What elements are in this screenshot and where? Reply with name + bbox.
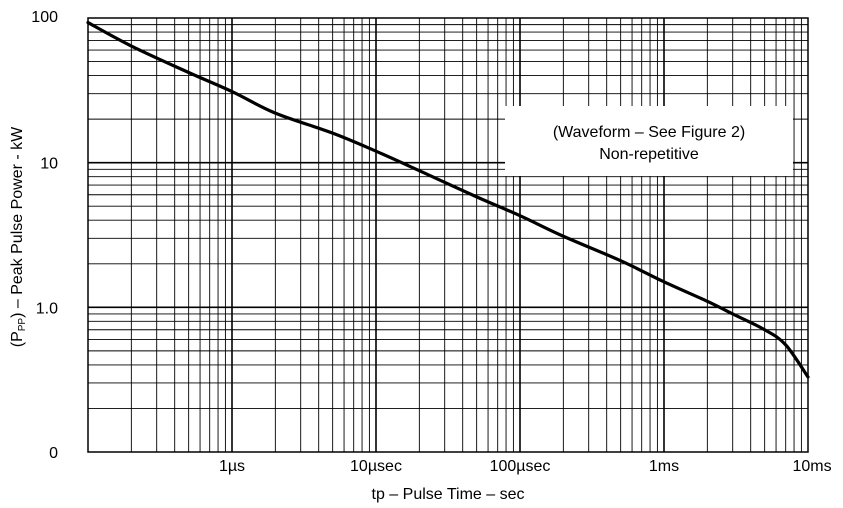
- annotation-box: (Waveform – See Figure 2) Non-repetitive: [505, 106, 793, 176]
- annotation-line-1: (Waveform – See Figure 2): [553, 124, 745, 141]
- y-tick-label: 1.0: [36, 300, 58, 317]
- x-tick-label: 100µsec: [490, 458, 551, 475]
- series-line: [86, 20, 810, 379]
- x-axis-label: tp – Pulse Time – sec: [372, 486, 525, 503]
- x-tick-label: 10µsec: [350, 458, 402, 475]
- y-tick-label: 10: [40, 156, 58, 173]
- y-tick-label: 0: [49, 445, 58, 462]
- x-tick-label: 1ms: [649, 458, 679, 475]
- x-tick-labels: 1µs 10µsec 100µsec 1ms 10ms: [219, 458, 832, 475]
- y-axis-label-prefix: (P: [9, 331, 26, 347]
- y-tick-label: 100: [31, 9, 58, 26]
- y-tick-labels: 0 1.0 10 100: [31, 9, 58, 462]
- annotation-line-2: Non-repetitive: [599, 146, 699, 163]
- plot-frame: [87, 17, 809, 453]
- y-axis-label-subscript: PP: [17, 318, 28, 332]
- y-axis-label: (PPP) – Peak Pulse Power - kW: [9, 126, 28, 347]
- x-tick-label: 1µs: [219, 458, 245, 475]
- x-tick-label: 10ms: [792, 458, 831, 475]
- y-axis-label-suffix: ) – Peak Pulse Power - kW: [9, 126, 26, 318]
- grid-major: [88, 18, 808, 452]
- annotation-background: [505, 106, 793, 176]
- grid-minor: [88, 18, 808, 452]
